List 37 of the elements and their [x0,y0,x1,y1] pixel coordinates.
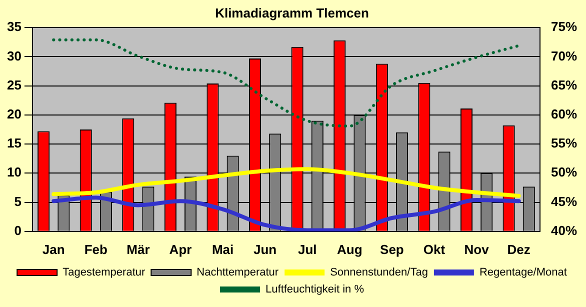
x-tick-label: Dez [507,242,531,257]
line-series [52,167,521,198]
chart-title: Klimadiagramm Tlemcen [215,5,369,20]
line-series [52,196,521,232]
y2-tick-label: 60% [550,106,578,122]
y2-tick-label: 50% [550,164,578,180]
x-tick-label: Aug [337,242,362,257]
legend-label: Regentage/Monat [479,266,567,279]
x-tick-label: Mai [212,242,234,257]
y2-tick-label: 45% [550,194,578,209]
x-tick-label: Sep [380,242,404,257]
x-tick-label: Okt [423,242,446,257]
y2-tick-label: 55% [550,136,578,151]
legend-label: Tagestemperatur [62,266,146,279]
x-tick-label: Nov [464,242,490,257]
y-tick-label: 30 [6,48,22,64]
x-tick-label: Jul [298,242,317,257]
x-tick-label: Jan [42,242,65,257]
y-tick-label: 10 [6,164,22,180]
y2-tick-label: 75% [550,19,578,34]
y-tick-label: 0 [14,222,22,238]
x-tick-label: Apr [169,242,192,257]
y2-tick-label: 65% [550,77,578,92]
y-tick-label: 5 [14,194,22,209]
y-tick-label: 15 [6,136,22,151]
x-tick-label: Mär [126,242,150,257]
legend-label: Luftfeuchtigkeit in % [266,284,364,296]
y-tick-label: 25 [6,77,22,92]
y2-tick-label: 70% [550,48,578,64]
legend-label: Nachttemperatur [196,266,279,279]
legend-label: Sonnenstunden/Tag [330,266,428,279]
y-tick-label: 20 [6,106,22,122]
x-tick-label: Jun [254,242,277,257]
x-tick-label: Feb [84,242,108,257]
y-tick-label: 35 [6,19,22,34]
line-series [52,38,520,128]
y2-tick-label: 40% [550,222,578,238]
